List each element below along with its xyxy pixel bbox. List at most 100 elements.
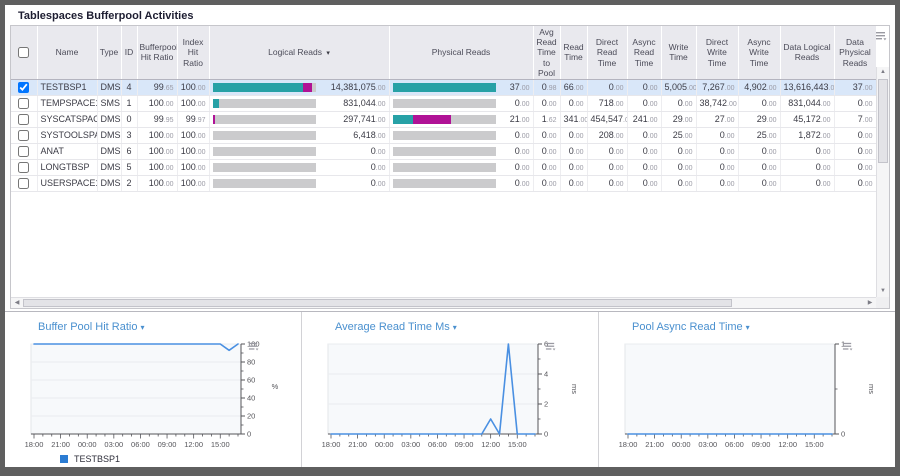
row-checkbox[interactable]	[18, 130, 30, 141]
cell-id: 1	[121, 95, 138, 112]
column-header-direct-read-time[interactable]: Direct Read Time	[587, 26, 628, 80]
chart-panel-buffer-pool-hit-ratio: Buffer Pool Hit Ratio▾ 02040608010018:00…	[5, 312, 301, 467]
column-header-async-read-time[interactable]: Async Read Time	[627, 26, 662, 80]
cell-bufferpool-hit-ratio: 99.95	[137, 111, 178, 128]
chart-panel-pool-async-read-time: Pool Async Read Time▾ 0118:0021:0000:000…	[598, 312, 895, 467]
chart-title-dropdown[interactable]: Average Read Time Ms ▾	[335, 321, 457, 333]
table-row[interactable]: TEMPSPACE1 SMS 1 100.00 100.00 831,044.00 0.00…	[11, 95, 877, 112]
svg-text:40: 40	[247, 394, 255, 403]
cell-async-write-time: 29.00	[738, 111, 781, 128]
cell-async-read-time: 0.00	[627, 79, 662, 96]
usage-bar-cell: 0.00	[389, 175, 534, 192]
usage-bar	[212, 82, 316, 92]
table-row[interactable]: TESTBSP1 DMS 4 99.65 100.00 14,381,075.00 37.0…	[11, 79, 877, 96]
scroll-left-icon[interactable]: ◀	[14, 300, 20, 306]
cell-name: ANAT	[37, 143, 98, 160]
column-header-data-logical-reads[interactable]: Data Logical Reads	[780, 26, 835, 80]
table-row[interactable]: LONGTBSP DMS 5 100.00 100.00 0.00 0.00 0.00 0.00…	[11, 159, 877, 176]
column-header-logical-reads[interactable]: Logical Reads ▾	[209, 26, 390, 80]
usage-bar	[392, 114, 496, 124]
column-header-write-time[interactable]: Write Time	[661, 26, 697, 80]
svg-text:20: 20	[247, 412, 255, 421]
cell-async-write-time: 25.00	[738, 127, 781, 144]
tablespaces-table-container: Name Type ID Bufferpool Hit Ratio Index Hit …	[10, 25, 890, 309]
usage-value: 6,418.00	[353, 130, 386, 141]
column-header-physical-reads[interactable]: Physical Reads	[389, 26, 534, 80]
svg-text:21:00: 21:00	[645, 440, 664, 449]
usage-value: 0.00	[514, 98, 530, 109]
vertical-scrollbar[interactable]: ▲ ▼	[876, 67, 889, 297]
usage-value: 0.00	[514, 162, 530, 173]
row-checkbox[interactable]	[18, 162, 30, 173]
chart-title-label: Pool Async Read Time	[632, 321, 743, 333]
row-checkbox-cell	[11, 159, 38, 176]
table-settings-icon[interactable]	[875, 29, 887, 41]
column-header-data-physical-reads[interactable]: Data Physical Reads	[834, 26, 877, 80]
table-row[interactable]: SYSTOOLSPACEDMS3100.00100.006,418.000.00…	[11, 127, 877, 144]
usage-bar-cell: 831,044.00	[209, 95, 390, 112]
column-header-async-write-time[interactable]: Async Write Time	[738, 26, 781, 80]
row-checkbox[interactable]	[18, 178, 30, 189]
column-header-id[interactable]: ID	[121, 26, 138, 80]
usage-value: 0.00	[370, 178, 386, 189]
column-header-name[interactable]: Name	[37, 26, 98, 80]
cell-avg-read-time-to-pool: 0.00	[533, 175, 561, 192]
vertical-scrollbar-thumb[interactable]	[878, 79, 888, 163]
chart-settings-icon[interactable]	[248, 339, 259, 351]
chart-title-label: Buffer Pool Hit Ratio	[38, 321, 138, 333]
cell-write-time: 29.00	[661, 111, 697, 128]
column-header-type[interactable]: Type	[97, 26, 122, 80]
chart-title-dropdown[interactable]: Buffer Pool Hit Ratio ▾	[38, 321, 144, 333]
horizontal-scrollbar[interactable]: ◀ ▶	[11, 297, 876, 308]
chart-settings-icon[interactable]	[842, 339, 853, 351]
cell-read-time: 66.00	[560, 79, 588, 96]
row-checkbox-cell	[11, 143, 38, 160]
select-all-checkbox[interactable]	[18, 47, 30, 59]
select-all-header-cell[interactable]	[11, 26, 38, 80]
cell-name: USERSPACE1	[37, 175, 98, 192]
usage-bar-cell: 0.00	[389, 127, 534, 144]
column-header-avg-read-time-to-pool[interactable]: Avg Read Time to Pool	[533, 26, 561, 80]
usage-value: 297,741.00	[343, 114, 386, 125]
usage-bar-cell: 14,381,075.00	[209, 79, 390, 96]
cell-name: SYSTOOLSPACE	[37, 127, 98, 144]
chart-settings-icon[interactable]	[545, 339, 556, 351]
row-checkbox-cell	[11, 127, 38, 144]
column-header-index-hit-ratio[interactable]: Index Hit Ratio	[177, 26, 210, 80]
horizontal-scrollbar-thumb[interactable]	[23, 299, 733, 307]
svg-text:09:00: 09:00	[752, 440, 771, 449]
scroll-down-icon[interactable]: ▼	[880, 288, 886, 294]
column-header-bufferpool-hit-ratio[interactable]: Bufferpool Hit Ratio	[137, 26, 178, 80]
legend-item[interactable]: TESTBSP1	[60, 454, 120, 464]
cell-data-logical-reads: 0.00	[780, 159, 835, 176]
usage-bar	[212, 146, 316, 156]
usage-bar	[212, 178, 316, 188]
column-header-read-time[interactable]: Read Time	[560, 26, 588, 80]
svg-text:0: 0	[247, 430, 251, 439]
row-checkbox[interactable]	[18, 98, 30, 109]
table-row[interactable]: USERSPACE1 DMS 2 100.00 100.00 0.00 0.00 0.00 0.…	[11, 175, 877, 192]
usage-value: 37.00	[509, 82, 530, 93]
row-checkbox[interactable]	[18, 146, 30, 157]
cell-id: 3	[121, 127, 138, 144]
table-header-row: Name Type ID Bufferpool Hit Ratio Index Hit …	[11, 26, 877, 80]
cell-name: SYSCATSPACE	[37, 111, 98, 128]
cell-write-time: 0.00	[661, 175, 697, 192]
usage-bar-cell: 21.00	[389, 111, 534, 128]
cell-data-physical-reads: 0.00	[834, 159, 877, 176]
scroll-up-icon[interactable]: ▲	[880, 69, 886, 75]
table-row[interactable]: ANAT DMS 6 100.00 100.00 0.00 0.00 0.00 0.00 0.00…	[11, 143, 877, 160]
chart-title-dropdown[interactable]: Pool Async Read Time ▾	[632, 321, 750, 333]
row-checkbox[interactable]	[18, 82, 30, 93]
cell-index-hit-ratio: 100.00	[177, 159, 210, 176]
usage-bar	[212, 130, 316, 140]
column-header-direct-write-time[interactable]: Direct Write Time	[696, 26, 739, 80]
cell-direct-write-time: 38,742.00	[696, 95, 739, 112]
cell-async-read-time: 0.00	[627, 175, 662, 192]
usage-bar	[392, 178, 496, 188]
row-checkbox[interactable]	[18, 114, 30, 125]
cell-async-read-time: 0.00	[627, 127, 662, 144]
scroll-right-icon[interactable]: ▶	[867, 300, 873, 306]
cell-data-logical-reads: 0.00	[780, 143, 835, 160]
